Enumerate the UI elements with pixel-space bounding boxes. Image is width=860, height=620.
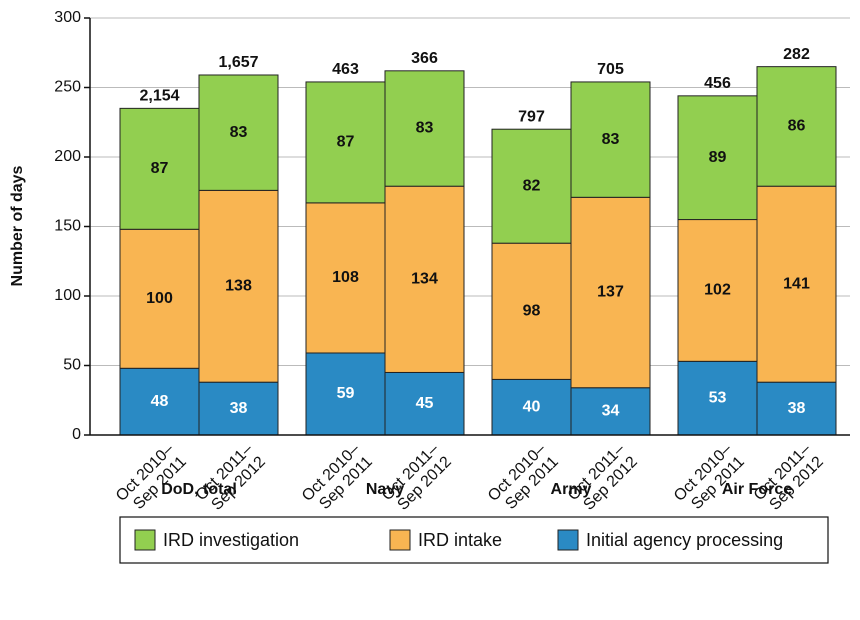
case-count-label: 797 [518,108,545,125]
x-tick-label: Oct 2011–Sep 2012 [565,441,641,517]
bar-segment [570,196,651,389]
bar-segment [384,70,465,187]
bar-segment [491,128,572,244]
data-label: 38 [788,400,806,417]
x-tick-label: Oct 2010–Sep 2011 [299,441,376,518]
data-label: 83 [416,120,434,137]
bar-segment [756,66,837,187]
group-label: Army [551,481,592,498]
case-count-label: 2,154 [139,88,179,105]
data-label: 38 [230,400,248,417]
bar-segment [119,228,200,369]
data-label: 102 [704,282,731,299]
legend-box [119,516,829,564]
bar-segment [305,81,386,204]
data-label: 134 [411,271,438,288]
y-tick-label: 250 [54,79,81,96]
bar-segment [384,371,465,436]
bar-segment [570,387,651,436]
x-tick-label: Oct 2010–Sep 2011 [113,441,190,518]
y-tick-label: 200 [54,148,81,165]
legend-label: Initial agency processing [586,530,783,550]
data-label: 87 [151,160,169,177]
data-label: 98 [523,303,541,320]
data-label: 89 [709,149,727,166]
bar-segment [756,185,837,383]
bar-segment [119,367,200,436]
x-tick-label: Oct 2010–Sep 2011 [485,441,562,518]
case-count-label: 463 [332,61,359,78]
data-label: 34 [602,403,620,420]
y-tick-label: 50 [63,357,81,374]
data-label: 108 [332,269,359,286]
data-label: 83 [602,131,620,148]
y-axis-label: Number of days [9,165,26,286]
y-tick-label: 150 [54,218,81,235]
bar-segment [198,74,279,191]
bar-segment [677,360,758,436]
data-label: 48 [151,393,169,410]
x-tick-label: Oct 2011–Sep 2012 [751,441,827,517]
legend-swatch [389,529,411,551]
bar-segment [305,202,386,354]
case-count-label: 705 [597,61,624,78]
y-tick-label: 100 [54,287,81,304]
group-label: DoD, total [161,481,237,498]
bar-segment [491,242,572,380]
bar-segment [384,185,465,373]
group-label: Air Force [722,481,792,498]
case-count-label: 1,657 [218,54,258,71]
legend-swatch [134,529,156,551]
bar-segment [119,107,200,230]
bar-segment [677,95,758,221]
legend-label: IRD investigation [163,530,299,550]
case-count-label: 282 [783,46,810,63]
y-tick-label: 300 [54,9,81,26]
data-label: 141 [783,275,810,292]
data-label: 87 [337,134,355,151]
x-tick-label: Oct 2010–Sep 2011 [671,441,748,518]
data-label: 59 [337,385,355,402]
data-label: 82 [523,177,541,194]
bar-segment [198,189,279,383]
data-label: 137 [597,284,624,301]
y-tick-label: 0 [72,426,81,443]
data-label: 45 [416,395,434,412]
data-label: 86 [788,118,806,135]
bar-segment [305,352,386,436]
x-tick-label: Oct 2011–Sep 2012 [379,441,455,517]
data-label: 100 [146,290,173,307]
data-label: 53 [709,389,727,406]
data-label: 83 [230,124,248,141]
group-label: Navy [366,481,404,498]
case-count-label: 366 [411,50,438,67]
bar-segment [198,381,279,436]
bar-segment [677,219,758,362]
legend-swatch [557,529,579,551]
bar-segment [570,81,651,198]
x-tick-label: Oct 2011–Sep 2012 [193,441,269,517]
case-count-label: 456 [704,75,731,92]
data-label: 40 [523,398,541,415]
legend-label: IRD intake [418,530,502,550]
data-label: 138 [225,277,252,294]
bar-segment [756,381,837,436]
